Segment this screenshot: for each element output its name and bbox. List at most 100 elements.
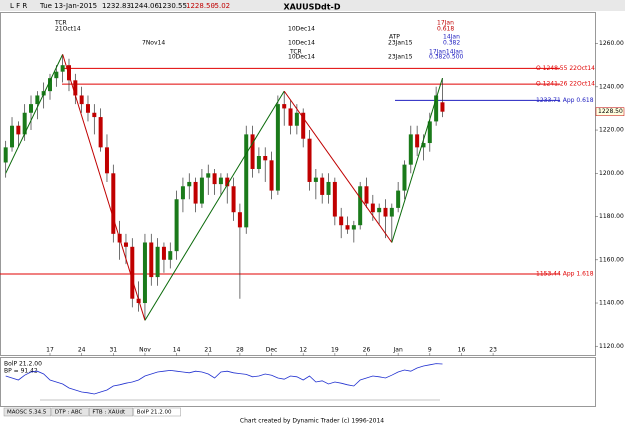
candle-body: [434, 95, 439, 122]
annotation: 10Dec14: [288, 54, 315, 61]
annotation: 23Jan15: [388, 54, 413, 61]
candle-body: [16, 125, 21, 135]
candle-body: [389, 207, 394, 217]
candle-body: [383, 207, 388, 217]
candle-body: [294, 112, 299, 126]
candle-body: [174, 199, 179, 252]
annotation: 10Dec14: [288, 26, 315, 33]
candle-body: [123, 242, 128, 247]
osc-frame: [0, 357, 596, 407]
x-tick-label: 24: [78, 347, 86, 354]
candle-body: [48, 78, 52, 92]
x-tick-label: Nov: [139, 347, 151, 354]
candle-body: [60, 65, 65, 72]
candle-body: [206, 173, 211, 178]
tab-label: BolP 21.2.00: [137, 410, 172, 416]
tab[interactable]: [133, 407, 181, 417]
chart-title: XAUUSDdt-D: [283, 3, 340, 12]
annotation: TCR: [54, 20, 67, 27]
candle-body: [199, 177, 204, 204]
candle-body: [3, 147, 8, 163]
x-tick-label: 23: [489, 347, 497, 354]
candle-body: [161, 246, 166, 260]
header-change: -5.02: [212, 2, 230, 10]
x-tick-label: 26: [363, 347, 371, 354]
candle-body: [332, 181, 337, 217]
x-tick-label: 12: [299, 347, 307, 354]
tab-label: DTP : ABC: [55, 410, 83, 416]
header-open: 1232.83: [102, 2, 131, 10]
x-tick-label: Dec: [266, 347, 278, 354]
y-tick-label: 1160.00: [599, 256, 624, 263]
candle-body: [85, 104, 90, 113]
swing-line: [144, 90, 285, 321]
annotation: 0.618: [437, 26, 454, 33]
tab[interactable]: [3, 407, 52, 417]
header-last: 1228.50: [186, 2, 215, 10]
candle-body: [225, 177, 230, 187]
x-tick-label: Jan: [393, 347, 403, 354]
candle-body: [98, 117, 103, 148]
candle-body: [307, 138, 312, 182]
annotation: 17Jan: [437, 20, 454, 27]
candle-body: [29, 104, 34, 113]
candle-body: [313, 177, 318, 182]
level-label: O 1248.55 22Oct14: [536, 65, 595, 72]
candle-body: [149, 242, 154, 278]
candle-body: [275, 104, 280, 191]
candle-body: [35, 95, 40, 105]
candle-body: [10, 125, 15, 148]
candle-body: [269, 160, 274, 191]
osc-reading: BP = 91.42: [4, 368, 38, 375]
y-tick-label: 1180.00: [599, 213, 624, 220]
x-tick-label: 16: [458, 347, 466, 354]
swing-line: [283, 90, 393, 243]
candle-body: [54, 71, 59, 79]
candle-body: [104, 147, 109, 174]
candle-body: [415, 134, 420, 148]
price-box: [595, 107, 625, 116]
annotation: 14Jan: [443, 34, 460, 41]
candle-body: [231, 186, 236, 213]
footer: Chart created by Dynamic Trader (c) 1996…: [240, 418, 384, 425]
annotation: 10Dec14: [288, 40, 315, 47]
y-tick-label: 1220.00: [599, 127, 624, 134]
header-bar: [0, 0, 625, 11]
candle-body: [212, 173, 217, 185]
x-tick-label: 17: [46, 347, 54, 354]
tab-label: FTB : XAUdt: [92, 410, 126, 416]
candle-body: [427, 121, 432, 144]
candle-body: [339, 216, 344, 226]
swing-line: [62, 54, 146, 321]
header-date: Tue 13-Jan-2015: [39, 2, 97, 10]
annotation: 17Jan14Jan: [429, 49, 463, 56]
annotation: ATP: [389, 34, 400, 41]
candle-body: [218, 177, 223, 185]
annotation: 0.382: [443, 40, 460, 47]
annotation: TCR: [289, 49, 302, 56]
candle-body: [244, 134, 249, 228]
tab[interactable]: [89, 407, 134, 417]
candle-body: [358, 186, 363, 226]
candle-body: [263, 156, 268, 161]
candle-body: [73, 80, 78, 96]
candle-body: [396, 190, 401, 208]
annotation: 7Nov14: [142, 40, 165, 47]
y-tick-label: 1140.00: [599, 300, 624, 307]
x-tick-label: 21: [204, 347, 212, 354]
candle-body: [111, 173, 116, 234]
tab[interactable]: [51, 407, 89, 417]
y-tick-label: 1200.00: [599, 170, 624, 177]
candle-body: [22, 112, 27, 135]
candle-body: [168, 251, 173, 260]
candle-body: [66, 65, 71, 81]
x-tick-label: 9: [428, 347, 432, 354]
annotation: 0.3820.500: [429, 54, 464, 61]
candle-body: [288, 108, 293, 126]
candle-body: [326, 181, 331, 195]
candle-body: [320, 177, 325, 195]
x-tick-label: 19: [331, 347, 339, 354]
tab-label: MAOSC 5.34.5: [7, 410, 47, 416]
candle-body: [250, 134, 255, 169]
